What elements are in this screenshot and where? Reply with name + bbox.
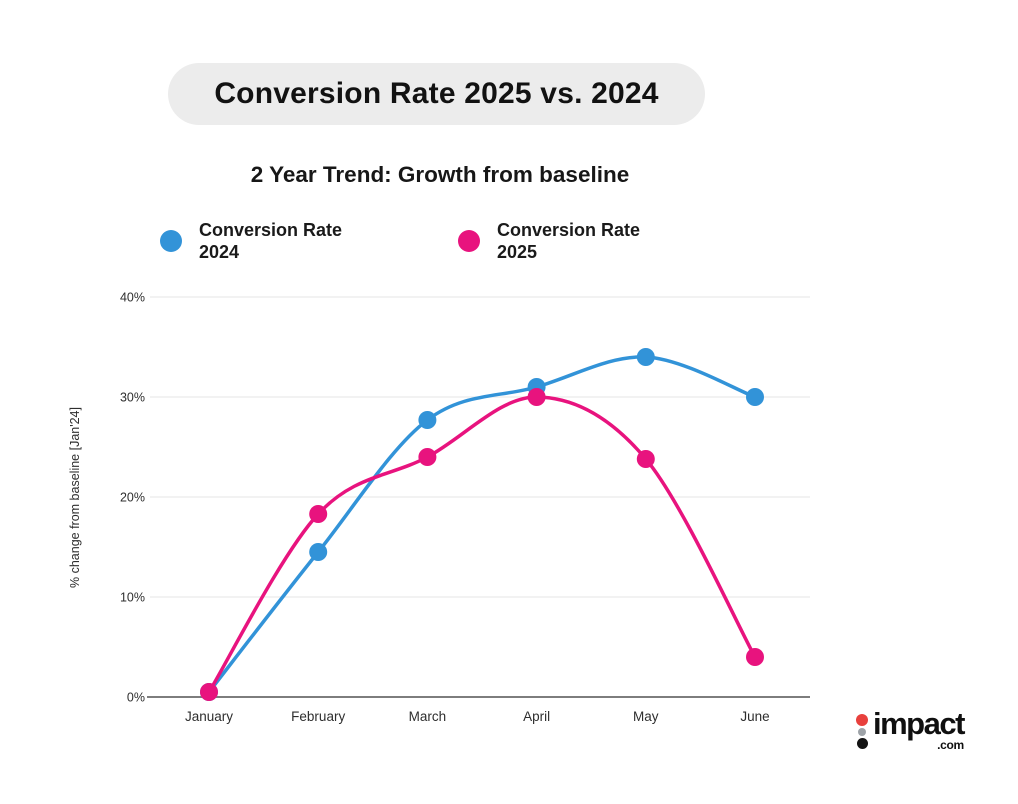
logo-domain-suffix: .com	[937, 738, 964, 752]
chart-subtitle: 2 Year Trend: Growth from baseline	[250, 162, 630, 187]
logo-dot-gray-icon	[858, 728, 866, 736]
data-point-conversion-rate-2025-february	[309, 505, 328, 523]
x-tick-label-june: June	[740, 709, 769, 724]
data-point-conversion-rate-2025-march	[418, 448, 437, 466]
legend-label-2024-line2: 2024	[199, 242, 240, 262]
series-line-conversion-rate-2024	[207, 355, 757, 694]
data-point-conversion-rate-2024-june	[746, 388, 764, 406]
data-point-conversion-rate-2024-may	[636, 348, 655, 366]
data-point-conversion-rate-2025-january	[200, 683, 218, 701]
y-tick-label-40: 40%	[120, 291, 145, 305]
x-tick-label-january: January	[185, 709, 233, 724]
legend-item-2024: Conversion Rate 2024	[160, 219, 342, 263]
logo-wordmark: impact	[873, 706, 965, 741]
chart-title-pill: Conversion Rate 2025 vs. 2024	[168, 63, 705, 125]
legend-label-2024: Conversion Rate 2024	[199, 219, 342, 263]
legend-label-2025-line2: 2025	[497, 242, 538, 262]
legend: Conversion Rate 2024 Conversion Rate 202…	[160, 219, 720, 269]
chart-title: Conversion Rate 2025 vs. 2024	[214, 77, 659, 110]
x-tick-label-february: February	[291, 709, 345, 724]
legend-label-2025-line1: Conversion Rate	[497, 220, 641, 240]
legend-label-2024-line1: Conversion Rate	[199, 220, 343, 240]
series-line-conversion-rate-2025	[207, 395, 757, 694]
logo-dot-red-icon	[856, 714, 868, 726]
legend-marker-2025-icon	[458, 230, 480, 252]
data-point-conversion-rate-2024-february	[309, 543, 328, 561]
data-point-conversion-rate-2025-may	[636, 450, 655, 468]
legend-marker-2024-icon	[160, 230, 182, 252]
y-tick-label-30: 30%	[120, 391, 145, 405]
logo-dot-black-icon	[856, 738, 868, 749]
legend-label-2025: Conversion Rate 2025	[497, 219, 640, 263]
data-point-conversion-rate-2024-march	[418, 411, 437, 429]
x-tick-label-march: March	[409, 709, 447, 724]
y-tick-label-0: 0%	[127, 691, 145, 705]
legend-item-2025: Conversion Rate 2025	[458, 219, 640, 263]
impact-logo-dots-icon	[856, 714, 868, 749]
impact-logo: impact .com	[856, 706, 965, 753]
data-point-conversion-rate-2025-june	[746, 648, 764, 666]
y-tick-label-10: 10%	[120, 591, 145, 605]
y-tick-label-20: 20%	[120, 491, 145, 505]
data-point-conversion-rate-2025-april	[527, 388, 546, 406]
x-tick-label-april: April	[523, 709, 550, 724]
logo-text-column: impact .com	[873, 706, 965, 753]
x-tick-label-may: May	[633, 709, 659, 724]
